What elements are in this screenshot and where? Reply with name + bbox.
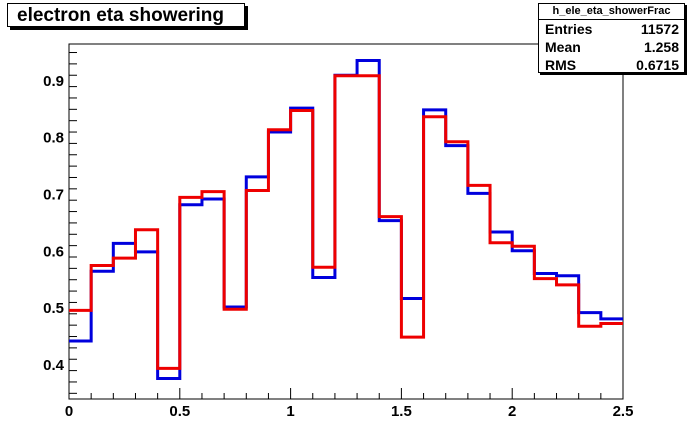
stats-row-entries: Entries 11572 — [539, 20, 684, 38]
stats-label: Entries — [545, 21, 593, 37]
stats-box: h_ele_eta_showerFrac Entries 11572 Mean … — [538, 3, 685, 73]
x-tick-label: 1.5 — [391, 403, 412, 420]
y-tick-label: 0.4 — [43, 357, 65, 374]
x-tick-label: 2 — [508, 403, 516, 420]
axis-layer: 0 0.5 1 1.5 2 2.5 0.4 0.5 0.6 0.7 0.8 0.9 — [43, 52, 634, 420]
stats-value: 11572 — [640, 21, 679, 37]
stats-row-rms: RMS 0.6715 — [539, 56, 684, 74]
plot-frame — [68, 43, 624, 400]
x-tick-label: 0.5 — [169, 403, 190, 420]
stats-label: RMS — [545, 57, 577, 73]
histogram-series-2 — [69, 74, 623, 370]
y-tick-label: 0.5 — [43, 300, 64, 317]
stats-histogram-name: h_ele_eta_showerFrac — [539, 4, 684, 20]
stats-label: Mean — [545, 39, 581, 55]
y-tick-label: 0.7 — [43, 187, 64, 204]
series-layer — [69, 58, 623, 381]
stats-value: 1.258 — [643, 39, 679, 55]
stats-value: 0.6715 — [636, 57, 679, 73]
x-tick-label: 2.5 — [613, 403, 634, 420]
x-tick-label: 0 — [65, 403, 73, 420]
chart-title: electron eta showering — [7, 3, 245, 27]
y-tick-label: 0.6 — [43, 243, 64, 260]
x-tick-label: 1 — [286, 403, 294, 420]
y-tick-label: 0.9 — [43, 73, 64, 90]
stats-row-mean: Mean 1.258 — [539, 38, 684, 56]
y-tick-label: 0.8 — [43, 130, 64, 147]
